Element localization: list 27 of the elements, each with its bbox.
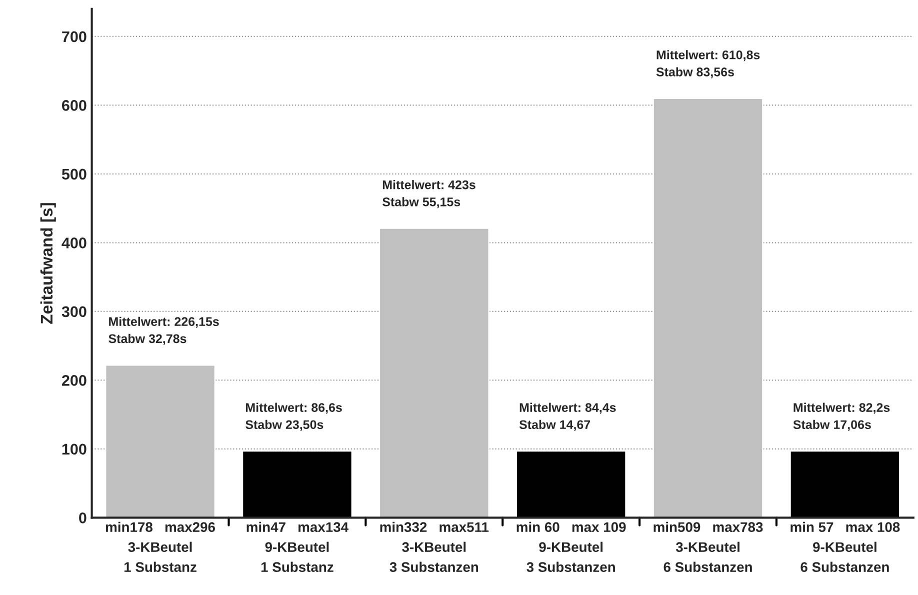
y-tick-label: 100 [62,444,86,455]
y-axis-title: Zeitaufwand [s] [40,203,56,324]
y-tick-label: 300 [62,306,86,318]
x-tick-label: min332 max511 3-KBeutel 3 Substanzen [380,522,489,572]
bar [104,364,216,518]
y-tick-label: 600 [62,100,86,111]
y-tick-label: 700 [62,31,86,42]
annotation: Mittelwert: 610,8s Stabw 83,56s [656,50,760,78]
annotation: Mittelwert: 82,2s Stabw 17,06s [793,402,890,431]
bar [378,228,490,518]
y-tick-label: 500 [62,168,86,180]
bar [652,98,764,518]
annotation: Mittelwert: 423s Stabw 55,15s [382,180,476,208]
bar [242,450,353,518]
x-tick-label: min 60 max 109 9-KBeutel 3 Substanzen [516,522,626,572]
bar [516,450,627,518]
annotation: Mittelwert: 86,6s Stabw 23,50s [246,402,342,431]
annotation: Mittelwert: 226,15s Stabw 32,78s [108,316,219,345]
x-tick-label: min47 max134 9-KBeutel 1 Substanz [246,522,348,572]
x-tick-label: min178 max296 3-KBeutel 1 Substanz [106,522,215,572]
x-tick-label: min509 max783 3-KBeutel 6 Substanzen [654,522,763,572]
y-tick-label: 400 [62,238,86,248]
annotation: Mittelwert: 84,4s Stabw 14,67 [519,402,616,431]
bar [789,450,900,518]
y-tick-label: 0 [79,512,86,524]
x-tick-label: min 57 max 108 9-KBeutel 6 Substanzen [790,522,900,572]
y-tick-label: 200 [62,375,86,386]
